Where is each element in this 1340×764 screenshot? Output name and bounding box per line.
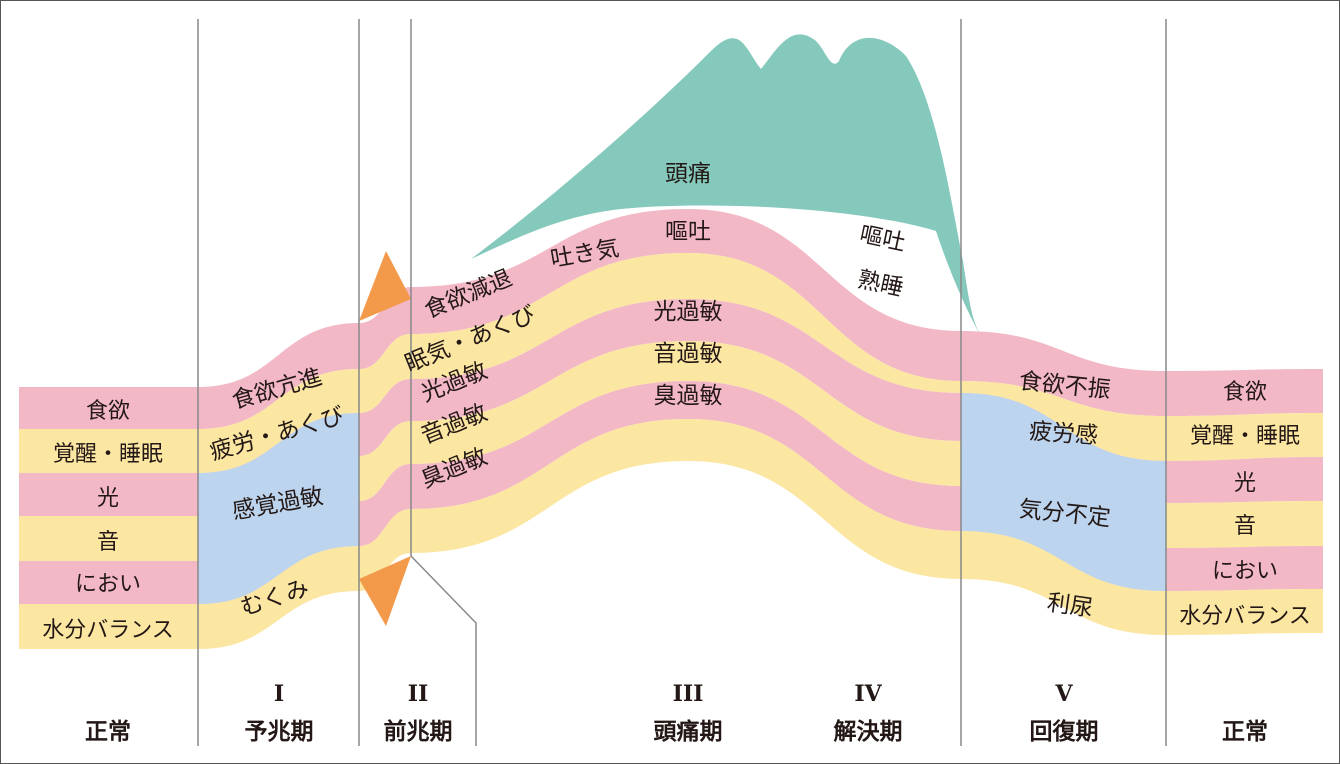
end-band-label: におい [1212,559,1278,584]
aura-marker-top [359,251,411,321]
resolution-sleep-label: 熟睡 [855,267,905,302]
vomit-label: 嘔吐 [665,219,711,245]
divider-line [410,555,477,746]
phase-name-normal-end: 正常 [1222,719,1268,745]
start-band-label: におい [75,572,141,597]
phase-name-resolution: 解決期 [834,718,903,745]
light-sensitivity-label: 光過敏 [654,299,723,325]
band-5 [19,419,1323,649]
recovery-fatigue-label: 疲労感 [1028,419,1099,450]
phase-name-aura: 前兆期 [384,718,453,745]
phase-name-normal-start: 正常 [85,719,131,745]
phase-dividers [197,19,1167,746]
phase-roman: IV [854,681,882,707]
phase-name-headache: 頭痛期 [654,718,723,745]
band-0 [19,209,1323,429]
band-2 [19,299,1323,516]
start-band-label: 食欲 [86,399,130,424]
end-band-label: 食欲 [1223,380,1267,405]
band-3 [19,341,1323,561]
phase-name-recovery: 回復期 [1030,718,1099,745]
band-4 [19,381,1323,604]
sound-sensitivity-label: 音過敏 [654,341,723,367]
sensory-band-overlay [198,413,359,604]
start-band-label: 音 [97,530,119,555]
band-1 [19,253,1323,473]
start-band-label: 水分バランス [42,618,174,643]
recovery-urination-label: 利尿 [1045,590,1094,622]
headache-area [471,34,986,347]
phase-name-prodrome: 予兆期 [245,719,314,745]
resolution-vomit-label: 嘔吐 [857,222,907,257]
bands-group [19,209,1323,649]
phase-roman: II [408,681,429,707]
start-band-label: 覚醒・睡眠 [53,442,163,467]
start-band-label: 光 [97,486,119,511]
phase-roman: I [274,681,284,707]
end-band-label: 水分バランス [1179,604,1311,629]
phase-roman: III [673,681,704,707]
headache-label: 頭痛 [665,161,711,187]
phase-roman: V [1054,681,1073,707]
aura-marker-bottom [359,556,411,626]
mood-band-overlay [961,393,1166,591]
smell-sensitivity-label: 臭過敏 [654,383,723,409]
end-band-label: 覚醒・睡眠 [1190,424,1300,449]
end-band-label: 音 [1234,514,1256,539]
end-band-label: 光 [1234,471,1256,496]
